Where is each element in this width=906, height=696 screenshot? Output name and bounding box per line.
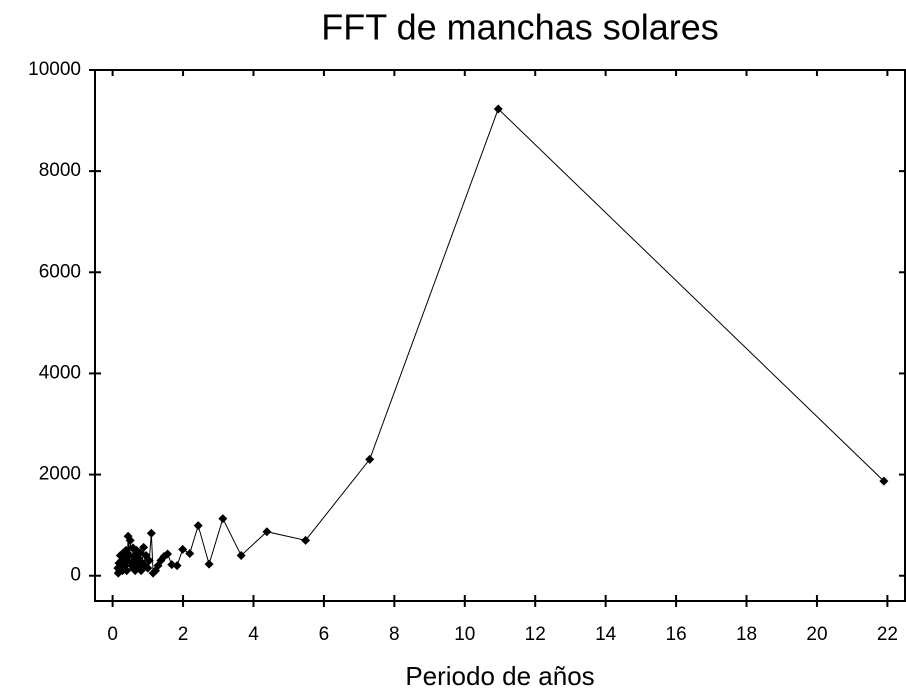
x-tick-label: 0 [107,624,118,645]
y-tick-label: 6000 [39,261,81,282]
data-point [365,454,375,464]
y-tick-label: 0 [70,565,81,586]
x-axis-label: Periodo de años [405,661,594,691]
data-point [879,476,889,486]
x-tick-label: 14 [595,624,617,645]
plot-frame [94,69,906,602]
y-tick-label: 8000 [39,160,81,181]
data-point [113,563,123,573]
x-tick-label: 2 [178,624,189,645]
x-tick-label: 18 [736,624,757,645]
data-point [128,543,138,553]
x-tick-label: 6 [319,624,330,645]
data-point [146,528,156,538]
chart-title: FFT de manchas solares [321,7,719,48]
x-tick-label: 20 [806,624,827,645]
data-line [117,108,885,575]
data-point [123,531,133,541]
x-tick-label: 8 [389,624,400,645]
data-point [115,550,125,560]
data-point [218,514,228,524]
data-point [236,550,246,560]
data-point [148,568,158,578]
data-point [262,527,272,537]
y-tick-label: 10000 [28,59,81,80]
data-point [493,104,503,114]
data-point [113,568,123,578]
data-point [139,542,149,552]
y-tick-label: 2000 [39,464,81,485]
data-point [178,544,188,554]
x-tick-label: 16 [666,624,687,645]
x-tick-label: 12 [525,624,546,645]
x-tick-label: 22 [877,624,898,645]
data-point [127,561,137,571]
data-point [204,559,214,569]
y-tick-label: 4000 [39,362,81,383]
data-point [193,521,203,531]
data-point [185,548,195,558]
x-tick-label: 4 [248,624,259,645]
x-tick-label: 10 [454,624,475,645]
data-point [301,535,311,545]
data-point [167,560,177,570]
